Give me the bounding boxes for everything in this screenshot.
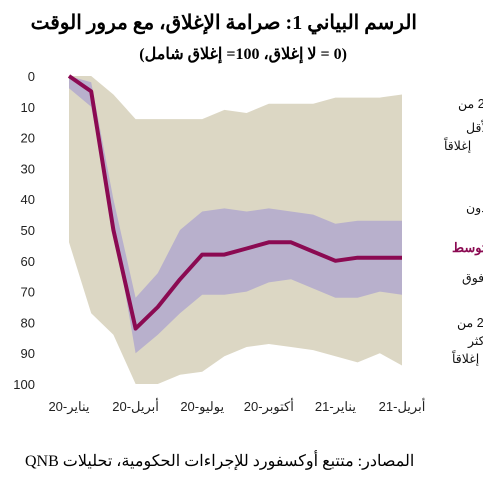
x-tick-label: يناير-21 <box>315 399 356 415</box>
annot-above: 25% فوق <box>462 271 483 286</box>
annot-least-3: إغلاقاً <box>444 136 472 154</box>
x-tick-label: أكتوبر-20 <box>244 398 294 415</box>
y-tick-label: 20 <box>21 131 35 146</box>
x-tick-label: يوليو-20 <box>180 399 224 415</box>
y-tick-label: 60 <box>21 254 35 269</box>
source-note: المصادر: متتبع أوكسفورد للإجراءات الحكوم… <box>25 453 415 470</box>
x-tick-label: أبريل-21 <box>379 398 426 415</box>
y-tick-label: 80 <box>21 315 35 330</box>
y-tick-label: 40 <box>21 192 35 207</box>
annot-most-3: إغلاقاً <box>452 349 480 367</box>
y-tick-label: 70 <box>21 285 35 300</box>
y-tick-label: 50 <box>21 223 35 238</box>
chart-title: الرسم البياني 1: صرامة الإغلاق، مع مرور … <box>30 12 417 34</box>
y-tick-label: 0 <box>28 69 35 84</box>
bands-layer <box>69 76 402 384</box>
median-line <box>67 74 402 331</box>
y-tick-label: 90 <box>21 346 35 361</box>
median-layer <box>67 74 402 331</box>
y-axis-ticks: 0 10 20 30 40 50 60 70 80 90 100 <box>13 69 35 392</box>
annot-median: متوسط <box>452 240 483 256</box>
chart-subtitle: (0 = لا إغلاق، 100= إغلاق شامل) <box>139 46 347 63</box>
annot-least-1: 25% من <box>458 97 483 112</box>
interquartile-band <box>69 76 402 354</box>
y-tick-label: 30 <box>21 161 35 176</box>
annot-most-1: 25% من <box>457 316 483 331</box>
y-tick-label: 100 <box>13 377 35 392</box>
y-tick-label: 10 <box>21 100 35 115</box>
x-tick-label: يناير-20 <box>48 399 89 415</box>
x-axis-ticks: يناير-20 أبريل-20 يوليو-20 أكتوبر-20 يناير-2… <box>48 398 425 415</box>
annotations: 25% من البلدان الأقل إغلاقاً 25% دون متو… <box>444 97 483 367</box>
annot-most-2: البلدان الأكثر <box>467 332 483 349</box>
annot-least-2: البلدان الأقل <box>466 119 483 135</box>
annot-below: 25% دون <box>466 201 483 216</box>
x-tick-label: أبريل-20 <box>112 398 159 415</box>
